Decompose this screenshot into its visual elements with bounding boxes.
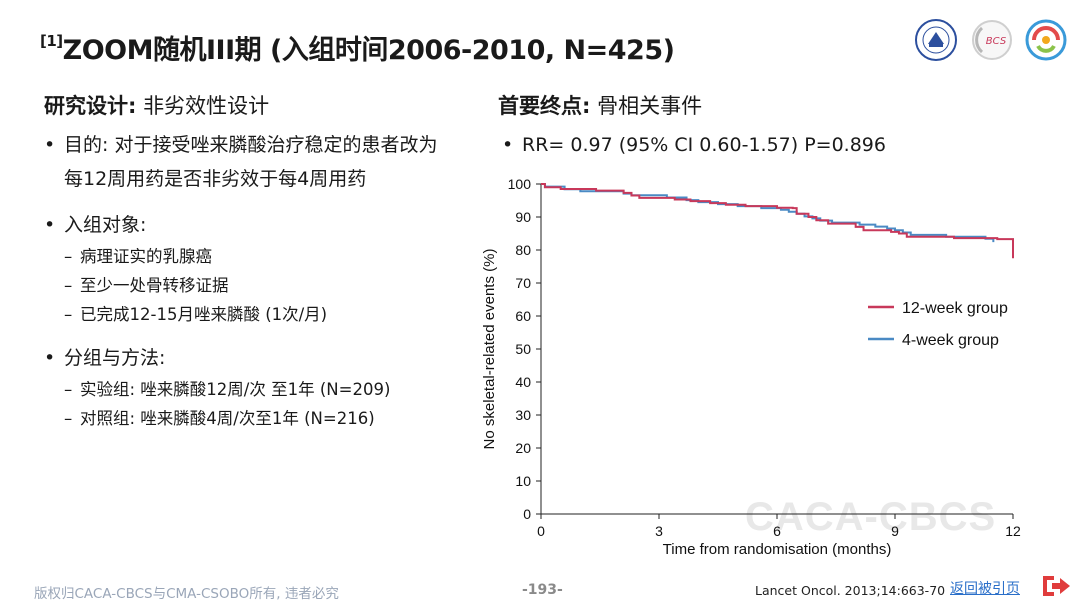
y-tick-label: 50 [515,341,531,357]
y-tick-label: 30 [515,407,531,423]
back-link[interactable]: 返回被引页 [950,581,1020,597]
legend-label: 4-week group [902,332,999,349]
watermark: CACA-CBCS [745,495,997,539]
population-bullet: 入组对象: [40,208,460,242]
study-design-value: 非劣效性设计 [136,94,270,118]
study-details: 目的: 对于接受唑来膦酸治疗稳定的患者改为每12周用药是否非劣效于每4周用药 入… [40,128,460,433]
population-label: 入组对象: [64,214,147,236]
header-logos: BCS [915,19,1067,61]
x-axis-label: Time from randomisation (months) [663,541,892,558]
y-axis-label: No skeletal-related events (%) [481,249,498,450]
y-tick-label: 40 [515,374,531,390]
y-tick-label: 10 [515,473,531,489]
population-item: 已完成12-15月唑来膦酸 (1次/月) [40,300,460,329]
aim-text: 目的: 对于接受唑来膦酸治疗稳定的患者改为每12周用药是否非劣效于每4周用药 [64,134,438,190]
title-reference-marker: [1] [40,32,63,50]
result-bullet: RR= 0.97 (95% CI 0.60-1.57) P=0.896 [498,128,886,162]
primary-endpoint-label: 首要终点: [498,94,591,118]
svg-text:BCS: BCS [986,36,1007,47]
legend-label: 12-week group [902,300,1008,317]
csobo-logo-icon [1025,19,1067,61]
groups-bullet: 分组与方法: [40,341,460,375]
y-tick-label: 80 [515,242,531,258]
primary-endpoint-value: 骨相关事件 [590,94,703,118]
result-text: RR= 0.97 (95% CI 0.60-1.57) P=0.896 [522,134,886,156]
university-seal-icon [915,19,957,61]
slide-title: [1]ZOOM随机III期 (入组时间2006-2010, N=425) [40,28,675,67]
x-tick-label: 6 [773,523,781,539]
y-tick-label: 70 [515,275,531,291]
x-tick-label: 9 [891,523,899,539]
study-design-label: 研究设计: [44,94,137,118]
groups-label: 分组与方法: [64,347,166,369]
population-item: 病理证实的乳腺癌 [40,242,460,271]
km-chart: 0 10 20 30 40 50 60 70 80 90 100 0 3 6 9 12 Time from ra… [481,176,1021,558]
citation: Lancet Oncol. 2013;14:663-70 [755,583,946,598]
title-text: ZOOM随机III期 (入组时间2006-2010, N=425) [62,35,675,66]
copyright-notice: 版权归CACA-CBCS与CMA-CSOBO所有, 违者必究 [34,586,339,602]
page-number: -193- [522,582,563,598]
y-tick-label: 20 [515,440,531,456]
group-item: 对照组: 唑来膦酸4周/次至1年 (N=216) [40,404,460,433]
series-line-4-week-group [541,183,995,243]
x-tick-label: 3 [655,523,663,539]
y-tick-label: 0 [523,506,531,522]
bcs-logo-icon: BCS [972,20,1012,60]
aim-bullet: 目的: 对于接受唑来膦酸治疗稳定的患者改为每12周用药是否非劣效于每4周用药 [40,128,456,196]
y-tick-label: 90 [515,209,531,225]
return-arrow-icon[interactable] [1040,572,1072,600]
series-line-12-week-group [541,183,1014,259]
group-item: 实验组: 唑来膦酸12周/次 至1年 (N=209) [40,375,460,404]
y-tick-label: 60 [515,308,531,324]
x-tick-label: 0 [537,523,545,539]
primary-endpoint-heading: 首要终点: 骨相关事件 [498,90,702,120]
x-tick-label: 12 [1005,523,1021,539]
y-tick-label: 100 [508,176,532,192]
population-item: 至少一处骨转移证据 [40,271,460,300]
study-design-heading: 研究设计: 非劣效性设计 [44,90,269,120]
